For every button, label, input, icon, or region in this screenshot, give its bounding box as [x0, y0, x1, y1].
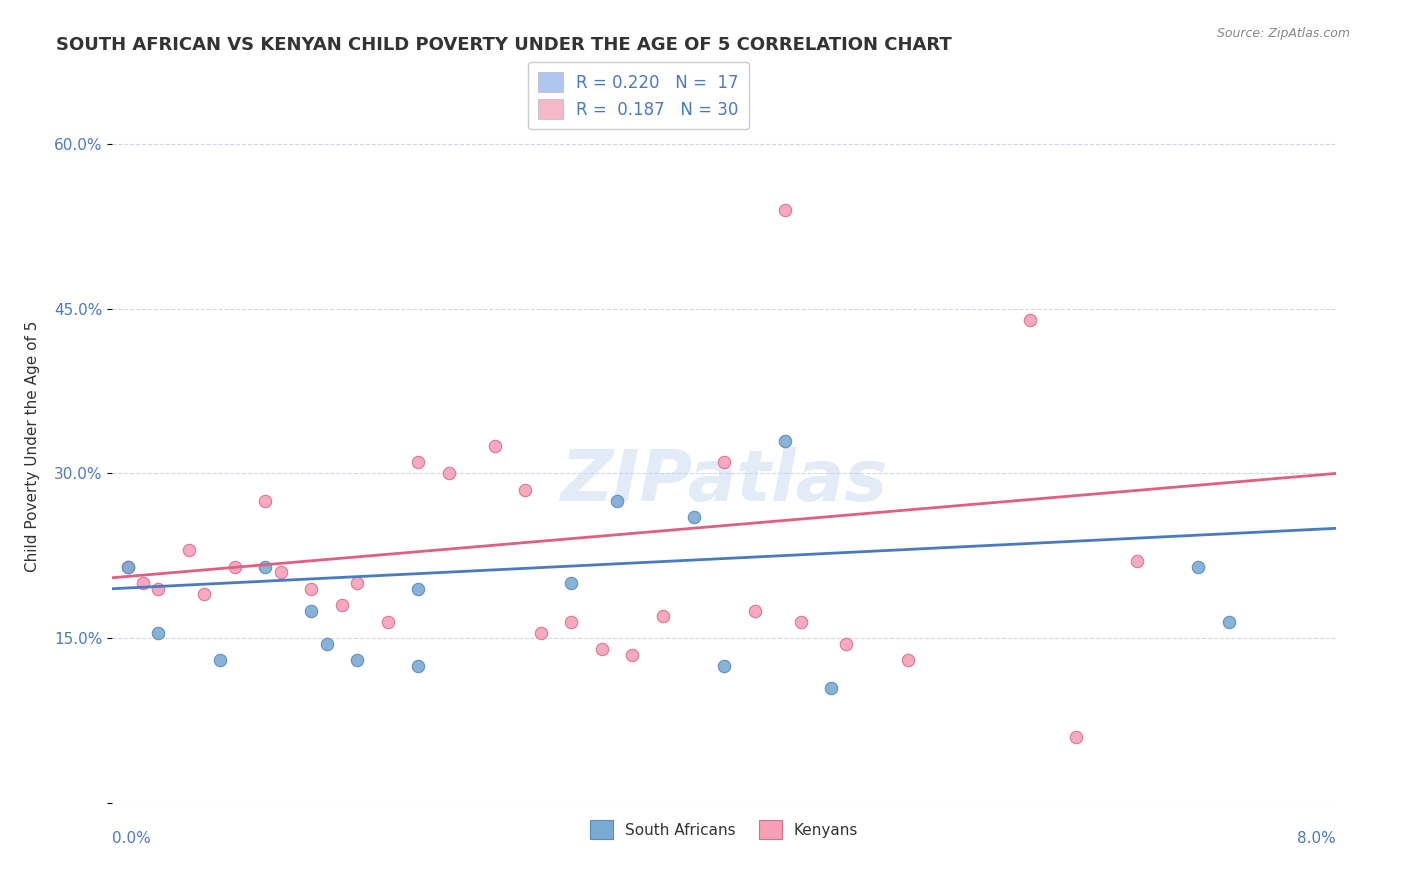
Point — [193, 587, 215, 601]
Point — [744, 604, 766, 618]
Text: 0.0%: 0.0% — [112, 831, 152, 847]
Point — [820, 681, 842, 695]
Point — [148, 582, 170, 596]
Text: SOUTH AFRICAN VS KENYAN CHILD POVERTY UNDER THE AGE OF 5 CORRELATION CHART: SOUTH AFRICAN VS KENYAN CHILD POVERTY UN… — [56, 36, 952, 54]
Point — [299, 604, 322, 618]
Text: ZIPatlas: ZIPatlas — [561, 447, 887, 516]
Point — [346, 653, 368, 667]
Point — [254, 494, 277, 508]
Point — [177, 543, 200, 558]
Point — [148, 625, 170, 640]
Point — [315, 637, 337, 651]
Point — [299, 582, 322, 596]
Point — [560, 615, 582, 629]
Point — [682, 510, 704, 524]
Point — [224, 559, 246, 574]
Point — [1187, 559, 1209, 574]
Point — [408, 658, 430, 673]
Point — [408, 582, 430, 596]
Point — [515, 483, 537, 497]
Point — [713, 658, 735, 673]
Text: 8.0%: 8.0% — [1296, 831, 1336, 847]
Point — [117, 559, 139, 574]
Y-axis label: Child Poverty Under the Age of 5: Child Poverty Under the Age of 5 — [25, 320, 41, 572]
Point — [408, 455, 430, 469]
Point — [652, 609, 675, 624]
Legend: South Africans, Kenyans: South Africans, Kenyans — [583, 814, 865, 845]
Point — [591, 642, 613, 657]
Point — [437, 467, 460, 481]
Point — [1126, 554, 1149, 568]
Point — [621, 648, 644, 662]
Point — [773, 434, 796, 448]
Point — [330, 598, 353, 612]
Point — [789, 615, 811, 629]
Point — [270, 566, 292, 580]
Point — [132, 576, 155, 591]
Point — [713, 455, 735, 469]
Point — [773, 202, 796, 217]
Point — [529, 625, 551, 640]
Point — [835, 637, 858, 651]
Point — [1064, 730, 1087, 744]
Point — [377, 615, 399, 629]
Point — [484, 439, 506, 453]
Point — [117, 559, 139, 574]
Point — [897, 653, 920, 667]
Text: Source: ZipAtlas.com: Source: ZipAtlas.com — [1216, 27, 1350, 40]
Point — [1018, 312, 1040, 326]
Point — [254, 559, 277, 574]
Point — [606, 494, 628, 508]
Point — [346, 576, 368, 591]
Point — [1218, 615, 1240, 629]
Point — [208, 653, 231, 667]
Point — [560, 576, 582, 591]
